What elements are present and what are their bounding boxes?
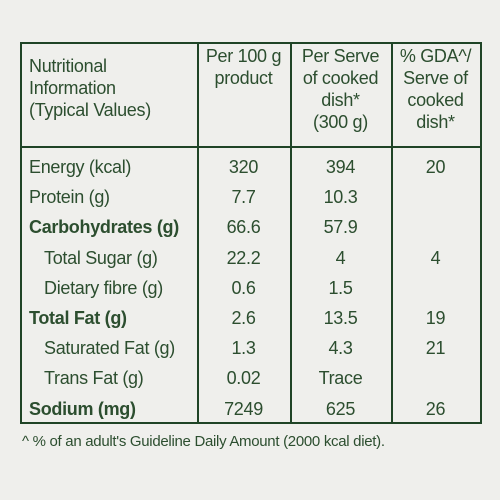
row-label: Carbohydrates (g)	[29, 217, 179, 238]
cell-value: 20	[425, 157, 446, 177]
cell-value: 625	[325, 398, 356, 419]
column-divider	[197, 44, 199, 422]
row-label: Total Sugar (g)	[44, 247, 158, 268]
cell-value: 320	[228, 157, 259, 177]
row-label: Trans Fat (g)	[44, 368, 144, 389]
header-text: cooked	[407, 90, 464, 110]
nutrition-table: Nutritional Information (Typical Values) Pe…	[20, 42, 482, 424]
cell-value: 19	[425, 308, 446, 328]
cell-value: 0.6	[231, 277, 256, 298]
header-text: (Typical Values)	[29, 100, 151, 120]
footnote: ^ % of an adult's Guideline Daily Amount…	[22, 433, 385, 450]
header-text: of cooked	[302, 68, 379, 88]
header-text: Per 100 g	[205, 46, 282, 66]
header-text: dish*	[416, 112, 455, 132]
cell-value: 22.2	[226, 247, 261, 268]
header-text: Per Serve	[301, 46, 380, 66]
header-divider	[22, 146, 480, 148]
cell-value: 21	[425, 338, 446, 359]
cell-value: 4	[430, 247, 441, 268]
cell-value: 394	[325, 157, 356, 177]
header-text: % GDA^/	[399, 46, 472, 66]
cell-value: 26	[425, 398, 446, 419]
header-text: product	[214, 68, 273, 88]
row-label: Total Fat (g)	[29, 308, 127, 328]
cell-value: 7.7	[231, 187, 256, 208]
cell-value: Trace	[318, 368, 363, 389]
cell-value: 4.3	[328, 338, 353, 359]
header-text: Nutritional	[29, 56, 107, 76]
cell-value: 57.9	[323, 217, 358, 238]
cell-value: 0.02	[226, 368, 261, 389]
row-label: Energy (kcal)	[29, 157, 132, 177]
cell-value: 66.6	[226, 217, 261, 238]
row-label: Protein (g)	[29, 187, 110, 208]
header-text: Information	[29, 78, 116, 98]
cell-value: 13.5	[323, 308, 358, 328]
header-text: dish*	[321, 90, 360, 110]
cell-value: 10.3	[323, 187, 358, 208]
header-text: Serve of	[403, 68, 468, 88]
cell-value: 1.3	[231, 338, 256, 359]
cell-value: 7249	[224, 398, 263, 419]
row-label: Sodium (mg)	[29, 398, 136, 419]
row-label: Dietary fibre (g)	[44, 277, 163, 298]
cell-value: 2.6	[231, 308, 256, 328]
row-label: Saturated Fat (g)	[44, 338, 175, 359]
cell-value: 4	[335, 247, 346, 268]
cell-value: 1.5	[328, 277, 353, 298]
header-text: (300 g)	[313, 112, 368, 132]
column-divider	[290, 44, 292, 422]
column-divider	[391, 44, 393, 422]
